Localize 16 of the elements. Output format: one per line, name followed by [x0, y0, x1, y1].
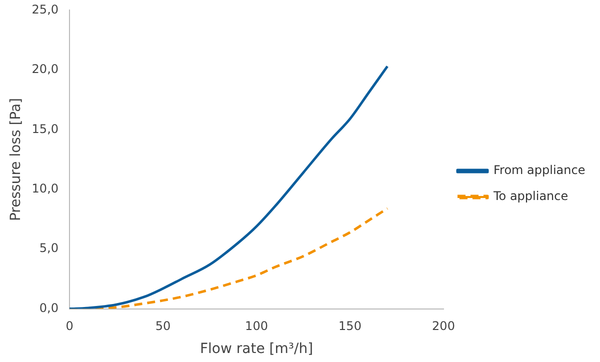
legend-label: From appliance: [494, 163, 586, 178]
y-tick-label: 0,0: [39, 300, 59, 315]
y-tick-label: 10,0: [32, 181, 59, 196]
x-tick-label: 100: [245, 319, 268, 334]
x-axis-title: Flow rate [m³/h]: [200, 341, 314, 358]
legend-label: To appliance: [492, 189, 568, 204]
x-tick-label: 200: [432, 319, 455, 334]
y-axis-title: Pressure loss [Pa]: [8, 98, 24, 222]
x-tick-label: 150: [338, 319, 362, 334]
y-tick-label: 5,0: [39, 241, 59, 256]
line-series: [70, 65, 389, 309]
y-tick-label: 15,0: [32, 122, 59, 136]
y-tick-label: 25,0: [32, 2, 59, 16]
y-tick-label: 20,0: [32, 62, 59, 76]
x-tick-label: 0: [66, 319, 74, 334]
x-tick-label: 50: [155, 319, 171, 334]
